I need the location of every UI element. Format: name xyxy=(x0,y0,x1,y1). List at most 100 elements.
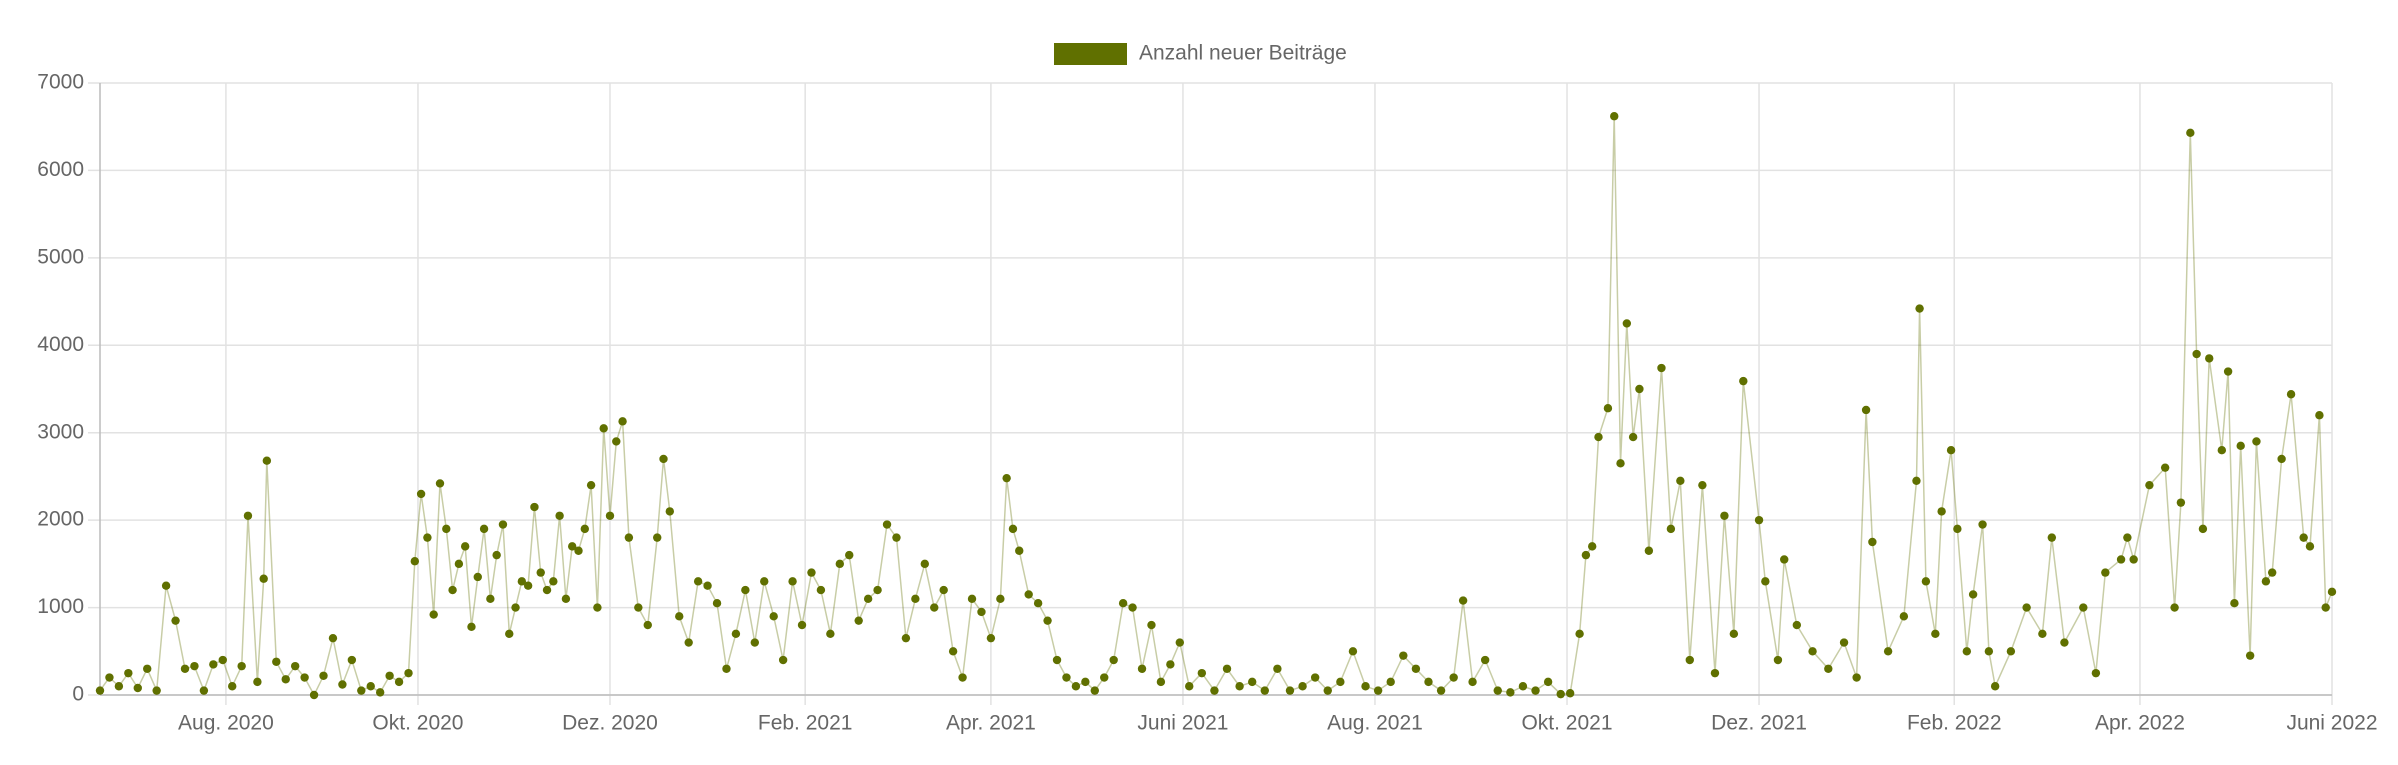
data-point xyxy=(1015,546,1024,555)
legend-swatch xyxy=(1054,43,1127,65)
data-point xyxy=(1594,432,1603,442)
grid xyxy=(88,82,2333,705)
data-point xyxy=(1248,677,1257,687)
data-point xyxy=(653,533,662,542)
data-point xyxy=(2299,533,2308,542)
data-point xyxy=(788,577,797,586)
data-point xyxy=(605,511,615,520)
data-point xyxy=(517,577,527,586)
data-point xyxy=(643,620,652,630)
data-point xyxy=(684,638,693,647)
data-point xyxy=(357,686,366,695)
data-point xyxy=(2160,463,2170,472)
data-point xyxy=(1628,432,1638,442)
data-point xyxy=(675,612,684,621)
data-point xyxy=(1090,686,1099,695)
data-point xyxy=(319,671,328,680)
data-point xyxy=(1480,655,1490,665)
data-point xyxy=(580,524,590,534)
data-point xyxy=(2327,587,2337,597)
data-point xyxy=(873,585,882,595)
data-point xyxy=(2305,542,2315,551)
data-point xyxy=(797,620,807,630)
data-point xyxy=(259,574,268,583)
data-point xyxy=(410,557,420,566)
y-tick-label: 3000 xyxy=(37,420,84,443)
data-point xyxy=(845,550,854,560)
legend-label: Anzahl neuer Beiträge xyxy=(1139,42,1347,65)
data-point xyxy=(693,577,703,586)
data-point xyxy=(1128,603,1137,612)
data-point xyxy=(996,594,1005,604)
data-point xyxy=(1024,590,1033,599)
data-point xyxy=(1399,651,1408,660)
data-point xyxy=(1824,664,1833,673)
data-point xyxy=(1852,673,1861,682)
data-point xyxy=(920,559,930,569)
data-point xyxy=(1386,677,1395,687)
data-point xyxy=(429,610,438,619)
x-tick-label: Dez. 2021 xyxy=(1711,712,1807,735)
data-point xyxy=(1565,689,1575,698)
data-point xyxy=(290,661,300,671)
data-point xyxy=(1635,384,1644,394)
data-point xyxy=(1780,555,1789,564)
data-point xyxy=(1556,689,1565,699)
data-point xyxy=(826,629,835,638)
x-tick-label: Feb. 2022 xyxy=(1907,712,2002,735)
data-point xyxy=(2230,599,2239,608)
y-tick-label: 2000 xyxy=(37,508,84,531)
data-point xyxy=(2060,638,2069,647)
data-point xyxy=(1518,682,1528,691)
data-point xyxy=(2217,446,2227,455)
data-point xyxy=(2245,651,2255,660)
data-point xyxy=(435,479,445,488)
data-point xyxy=(901,633,911,643)
data-point xyxy=(309,690,319,700)
data-point xyxy=(536,568,545,577)
data-point xyxy=(574,546,583,555)
data-point xyxy=(1990,682,2000,691)
data-point xyxy=(1310,673,1320,682)
data-point xyxy=(1587,542,1597,551)
legend: Anzahl neuer Beiträge xyxy=(1054,42,1347,65)
data-point xyxy=(1720,511,1729,520)
data-point xyxy=(2170,603,2179,612)
data-point xyxy=(2101,568,2110,577)
data-point xyxy=(977,607,986,617)
data-point xyxy=(161,581,171,590)
data-point xyxy=(599,424,608,433)
marks xyxy=(95,112,2337,700)
data-point xyxy=(863,594,873,604)
data-point xyxy=(394,677,404,687)
data-point xyxy=(1773,655,1783,665)
y-tick-label: 7000 xyxy=(37,71,84,94)
data-point xyxy=(769,612,778,621)
data-point xyxy=(530,502,539,512)
data-point xyxy=(882,520,892,529)
data-point xyxy=(1458,596,1468,605)
data-point xyxy=(2277,454,2286,464)
data-point xyxy=(986,633,996,643)
data-point xyxy=(1883,647,1893,656)
data-point xyxy=(2261,577,2271,586)
data-point xyxy=(442,524,451,534)
data-point xyxy=(492,550,501,560)
x-tick-label: Apr. 2021 xyxy=(946,712,1036,735)
data-point xyxy=(2079,603,2088,612)
data-point xyxy=(404,668,413,678)
data-point xyxy=(1710,668,1720,678)
data-point xyxy=(1946,446,1956,455)
data-point xyxy=(1285,686,1295,695)
data-point xyxy=(209,660,218,669)
data-point xyxy=(473,572,482,582)
data-point xyxy=(338,680,347,689)
data-point xyxy=(2047,533,2057,542)
data-point xyxy=(1449,673,1458,682)
data-point xyxy=(722,664,731,673)
x-tick-label: Feb. 2021 xyxy=(758,712,853,735)
data-point xyxy=(1323,686,1332,695)
data-point xyxy=(1210,686,1219,695)
data-point xyxy=(1118,599,1128,608)
data-point xyxy=(930,603,939,612)
